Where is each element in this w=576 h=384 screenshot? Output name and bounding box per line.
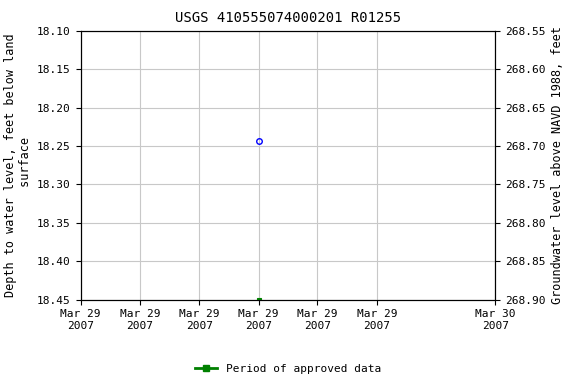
Y-axis label: Depth to water level, feet below land
 surface: Depth to water level, feet below land su… (3, 33, 32, 297)
Legend: Period of approved data: Period of approved data (191, 359, 385, 379)
Y-axis label: Groundwater level above NAVD 1988, feet: Groundwater level above NAVD 1988, feet (551, 26, 564, 304)
Title: USGS 410555074000201 R01255: USGS 410555074000201 R01255 (175, 12, 401, 25)
